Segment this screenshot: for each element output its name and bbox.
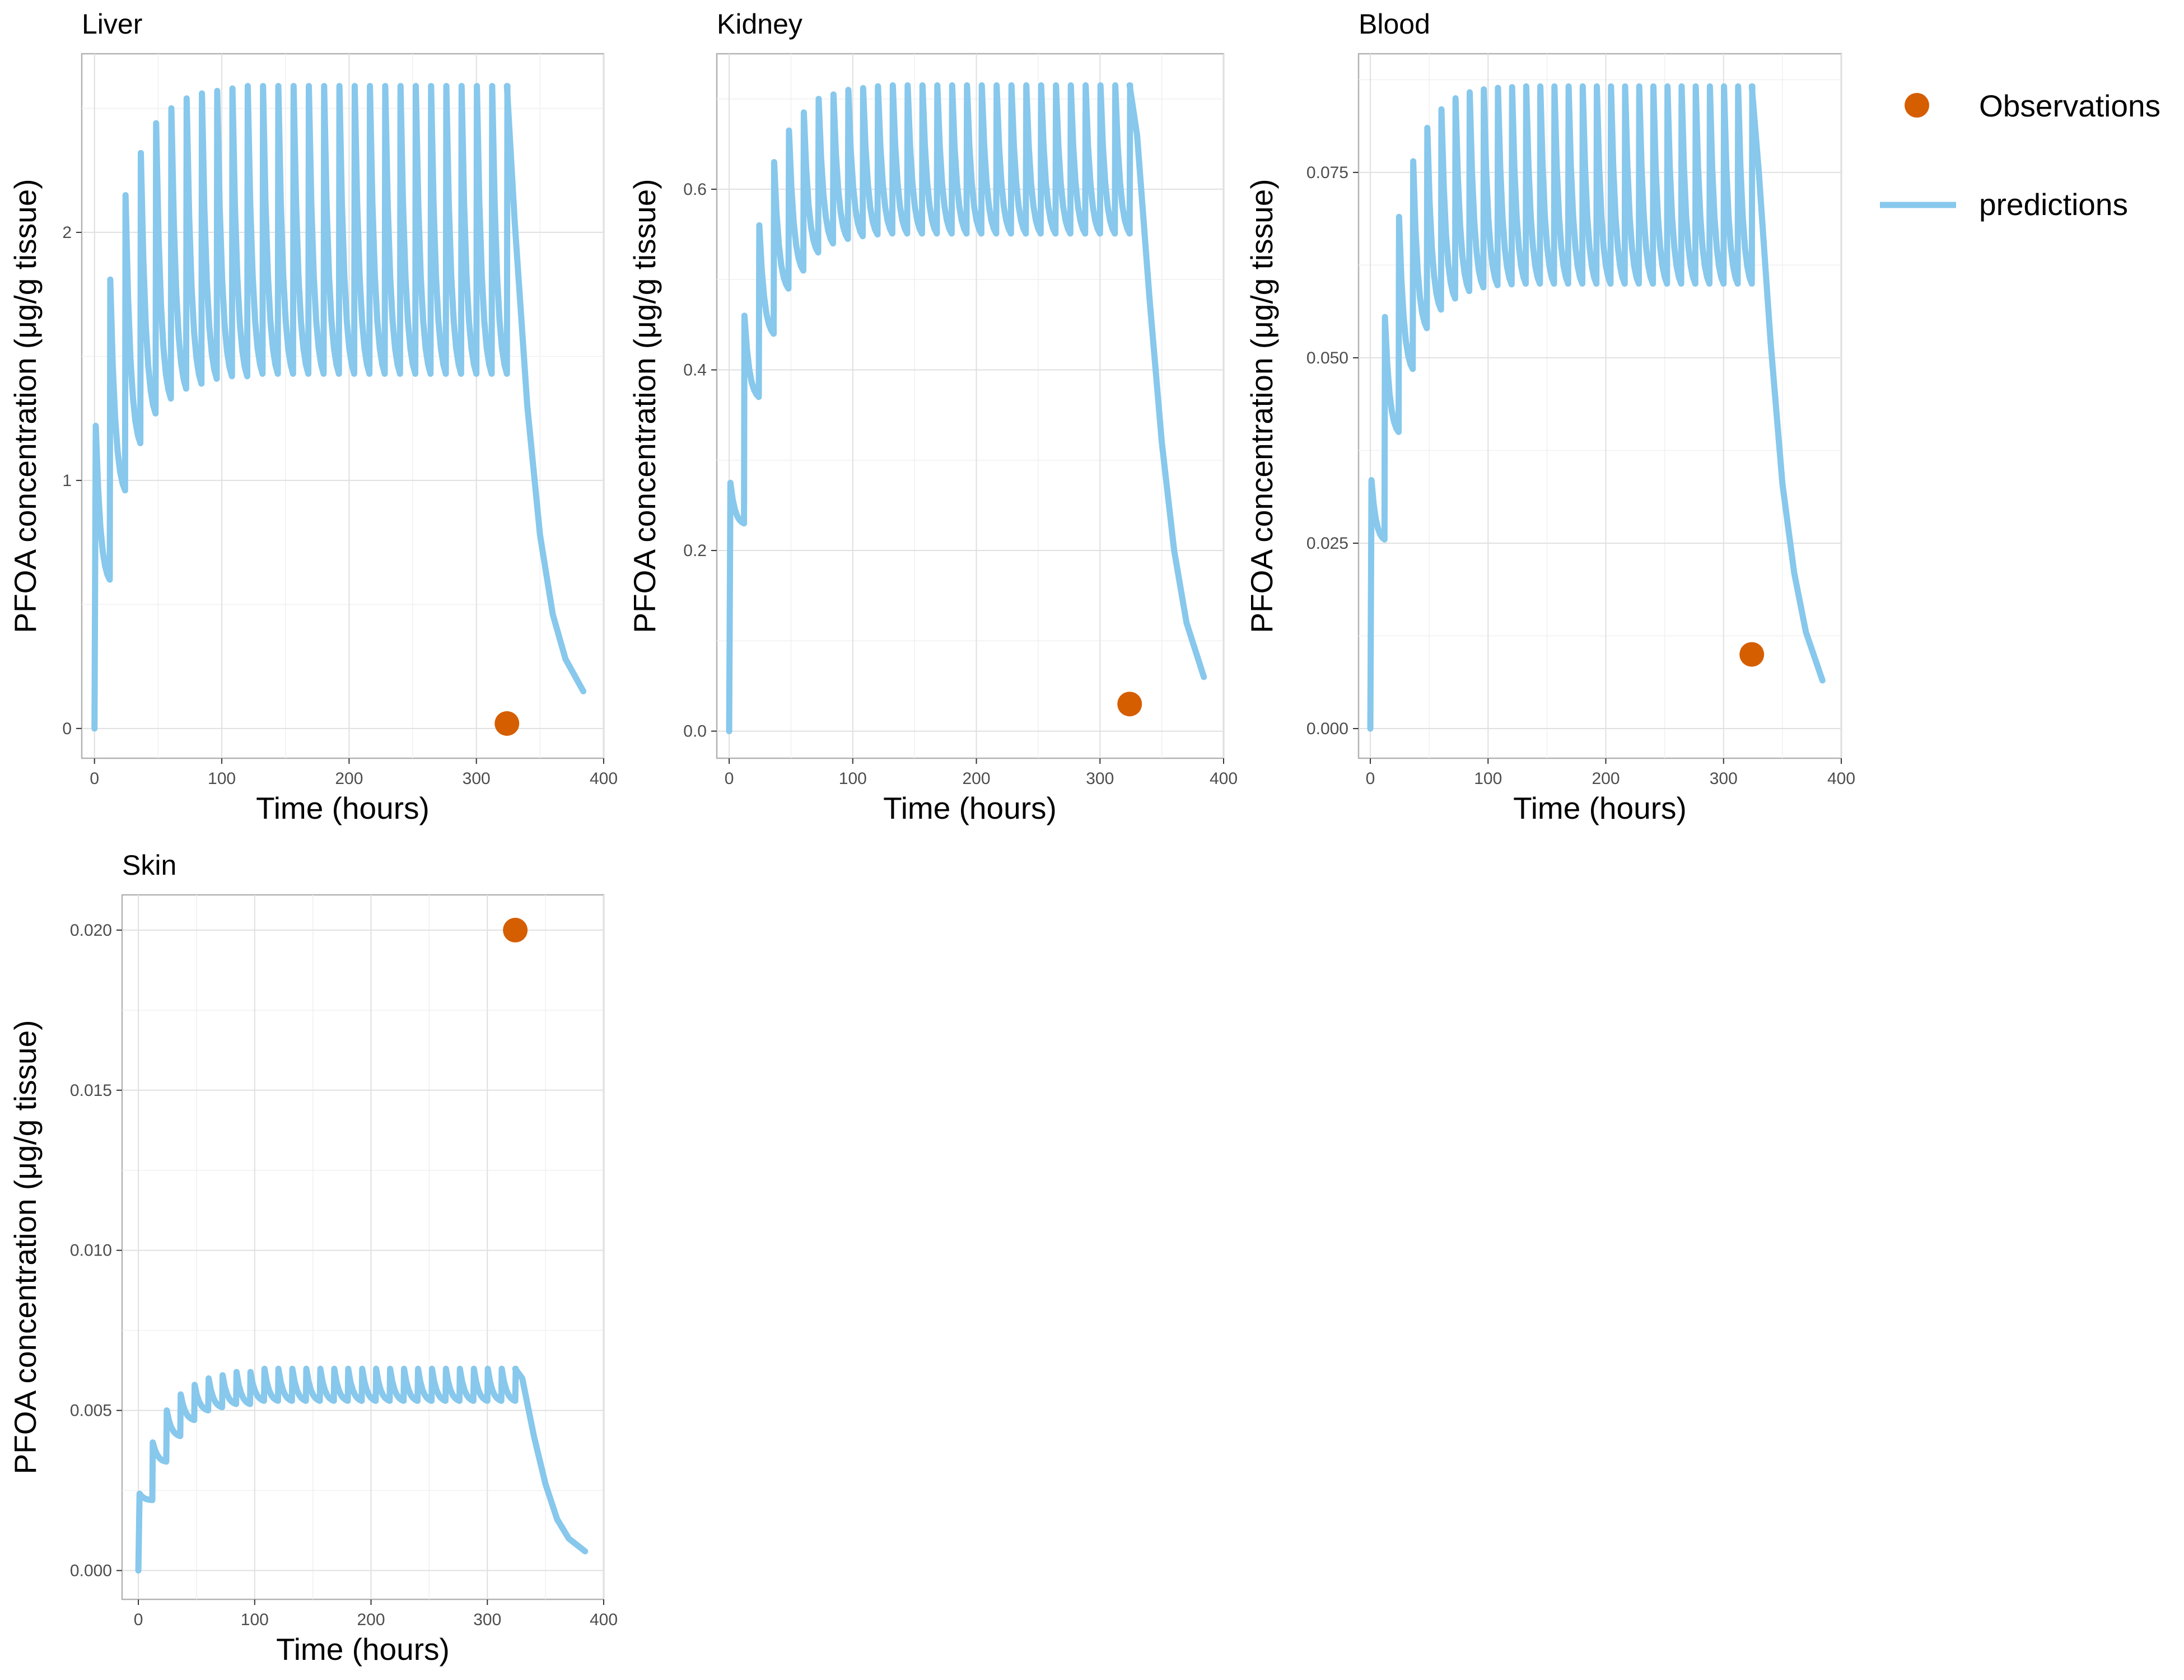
kidney-x-tick-label: 100 bbox=[839, 769, 867, 788]
blood-gridlines bbox=[1359, 54, 1842, 758]
kidney-x-axis-title: Time (hours) bbox=[883, 791, 1057, 825]
kidney-panel-title: Kidney bbox=[717, 8, 802, 40]
liver-x-tick-label: 300 bbox=[463, 769, 491, 788]
legend-observations-label: Observations bbox=[1979, 88, 2160, 123]
blood-x-tick-label: 400 bbox=[1827, 769, 1855, 788]
liver-predictions-line bbox=[91, 83, 587, 732]
liver-x-axis-title: Time (hours) bbox=[256, 791, 430, 825]
skin-x-tick-label: 100 bbox=[241, 1611, 269, 1629]
blood-x-tick-label: 200 bbox=[1592, 769, 1620, 788]
blood-y-tick-label: 0.050 bbox=[1306, 349, 1348, 367]
blood-x-axis-title: Time (hours) bbox=[1513, 791, 1687, 825]
liver-panel: Liver Time (hours) PFOA concentration (μ… bbox=[8, 8, 605, 825]
liver-y-tick-label: 2 bbox=[62, 223, 72, 242]
blood-panel: Blood Time (hours) PFOA concentration (μ… bbox=[1244, 8, 1842, 825]
liver-observation-point bbox=[494, 711, 520, 736]
blood-y-axis-title: PFOA concentration (μg/g tissue) bbox=[1244, 179, 1279, 633]
blood-observation-point bbox=[1739, 642, 1765, 667]
kidney-plot: 0 100 200 300 400 0.0 0.2 0.4 0.6 bbox=[683, 54, 1238, 788]
blood-y-tick-label: 0.075 bbox=[1306, 164, 1348, 182]
liver-x-tick-label: 100 bbox=[208, 769, 236, 788]
blood-panel-title: Blood bbox=[1359, 8, 1430, 40]
kidney-x-tick-label: 0 bbox=[725, 769, 734, 788]
legend-observations-key bbox=[1905, 93, 1929, 118]
skin-plot: 0 100 200 300 400 0.000 0.005 0.010 0.015 0.020 bbox=[70, 895, 618, 1629]
kidney-observation-point bbox=[1117, 692, 1142, 717]
skin-observation-point bbox=[503, 917, 528, 942]
kidney-y-tick-label: 0.0 bbox=[683, 722, 707, 741]
skin-y-tick-label: 0.005 bbox=[70, 1402, 112, 1420]
liver-y-tick-label: 1 bbox=[62, 472, 72, 490]
skin-panel-title: Skin bbox=[122, 850, 176, 881]
skin-x-axis-title: Time (hours) bbox=[276, 1632, 450, 1667]
legend-predictions-label: predictions bbox=[1979, 187, 2128, 222]
liver-x-tick-label: 400 bbox=[590, 769, 618, 788]
kidney-y-tick-label: 0.6 bbox=[683, 180, 707, 199]
kidney-x-tick-label: 200 bbox=[963, 769, 991, 788]
skin-gridlines bbox=[122, 895, 604, 1599]
blood-plot: 0 100 200 300 400 0.000 0.025 0.050 0.075 bbox=[1306, 54, 1855, 788]
liver-panel-title: Liver bbox=[82, 8, 142, 40]
skin-y-axis-title: PFOA concentration (μg/g tissue) bbox=[8, 1020, 43, 1474]
kidney-y-axis-title: PFOA concentration (μg/g tissue) bbox=[627, 179, 662, 633]
blood-predictions-line bbox=[1367, 83, 1826, 732]
liver-x-tick-label: 0 bbox=[90, 769, 99, 788]
skin-x-tick-label: 0 bbox=[134, 1611, 143, 1629]
liver-plot: 0 100 200 300 400 0 1 2 bbox=[62, 54, 618, 788]
liver-y-tick-label: 0 bbox=[62, 720, 72, 738]
blood-y-tick-label: 0.000 bbox=[1306, 720, 1348, 738]
skin-y-tick-label: 0.000 bbox=[70, 1562, 112, 1580]
kidney-x-tick-label: 300 bbox=[1086, 769, 1114, 788]
legend: Observations predictions bbox=[1880, 88, 2160, 222]
blood-x-tick-label: 300 bbox=[1710, 769, 1738, 788]
blood-x-tick-label: 0 bbox=[1366, 769, 1375, 788]
skin-x-tick-label: 400 bbox=[590, 1611, 618, 1629]
skin-y-tick-label: 0.015 bbox=[70, 1081, 112, 1100]
kidney-x-tick-label: 400 bbox=[1210, 769, 1238, 788]
blood-y-tick-label: 0.025 bbox=[1306, 534, 1348, 553]
kidney-y-tick-label: 0.2 bbox=[683, 542, 707, 560]
blood-x-tick-label: 100 bbox=[1474, 769, 1502, 788]
kidney-y-tick-label: 0.4 bbox=[683, 361, 707, 379]
kidney-predictions-line bbox=[726, 82, 1207, 735]
liver-y-axis-title: PFOA concentration (μg/g tissue) bbox=[8, 179, 43, 633]
liver-x-tick-label: 200 bbox=[335, 769, 363, 788]
skin-predictions-line bbox=[135, 1365, 589, 1574]
skin-y-tick-label: 0.010 bbox=[70, 1242, 112, 1260]
skin-x-tick-label: 300 bbox=[473, 1611, 501, 1629]
skin-x-tick-label: 200 bbox=[357, 1611, 385, 1629]
skin-y-tick-label: 0.020 bbox=[70, 921, 112, 940]
